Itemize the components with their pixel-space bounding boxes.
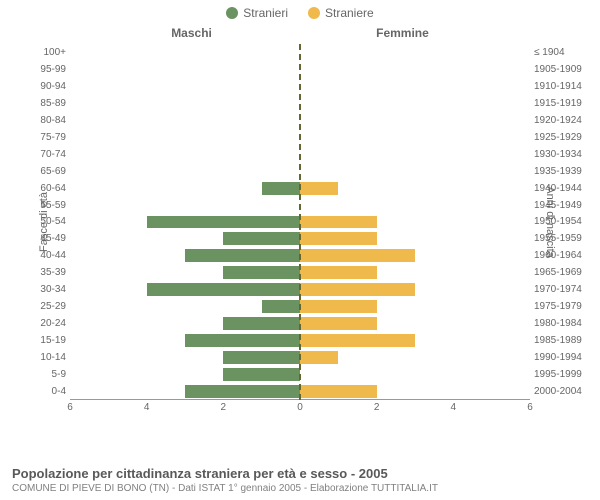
ytick-birth: 1955-1959 [534, 233, 588, 244]
legend-item-female: Straniere [308, 6, 374, 20]
bar-male [185, 249, 300, 262]
bar-female [300, 232, 377, 245]
bar-male [223, 317, 300, 330]
ytick-age: 35-39 [30, 267, 66, 278]
chart-subtitle: COMUNE DI PIEVE DI BONO (TN) - Dati ISTA… [12, 483, 588, 494]
ytick-age: 85-89 [30, 98, 66, 109]
ytick-age: 90-94 [30, 81, 66, 92]
ytick-birth: 1910-1914 [534, 81, 588, 92]
ytick-birth: 1920-1924 [534, 115, 588, 126]
ytick-birth: 1940-1944 [534, 183, 588, 194]
bar-female [300, 385, 377, 398]
ytick-age: 65-69 [30, 166, 66, 177]
bar-female [300, 317, 377, 330]
chart-title: Popolazione per cittadinanza straniera p… [12, 466, 588, 481]
legend-label-male: Stranieri [243, 6, 288, 20]
ytick-birth: 1970-1974 [534, 284, 588, 295]
ytick-age: 50-54 [30, 216, 66, 227]
bar-male [223, 368, 300, 381]
ytick-birth: 1985-1989 [534, 335, 588, 346]
pyramid-chart: Stranieri Straniere Maschi Femmine Fasce… [0, 0, 600, 500]
legend-swatch-male [226, 7, 238, 19]
ytick-birth: 1980-1984 [534, 318, 588, 329]
ytick-age: 20-24 [30, 318, 66, 329]
x-ticks: 6 4 2 0 2 4 6 [70, 402, 530, 418]
bar-female [300, 334, 415, 347]
ytick-age: 25-29 [30, 301, 66, 312]
bar-female [300, 249, 415, 262]
ytick-birth: 1995-1999 [534, 369, 588, 380]
ytick-age: 30-34 [30, 284, 66, 295]
ytick-birth: 1990-1994 [534, 352, 588, 363]
ytick-birth: 1935-1939 [534, 166, 588, 177]
ytick-age: 0-4 [30, 386, 66, 397]
ytick-age: 100+ [30, 47, 66, 58]
bar-male [147, 216, 300, 229]
legend: Stranieri Straniere [0, 0, 600, 22]
xtick: 4 [144, 402, 150, 413]
ytick-age: 10-14 [30, 352, 66, 363]
xtick: 6 [67, 402, 73, 413]
bar-male [262, 182, 300, 195]
ytick-age: 80-84 [30, 115, 66, 126]
ytick-age: 75-79 [30, 132, 66, 143]
xtick: 2 [374, 402, 380, 413]
legend-label-female: Straniere [325, 6, 374, 20]
xtick: 0 [297, 402, 303, 413]
chart-titles: Popolazione per cittadinanza straniera p… [12, 466, 588, 494]
ytick-birth: 1915-1919 [534, 98, 588, 109]
legend-item-male: Stranieri [226, 6, 288, 20]
bar-male [223, 266, 300, 279]
ytick-age: 60-64 [30, 183, 66, 194]
header-females: Femmine [376, 26, 429, 40]
plot: 6420246 100+≤ 190495-991905-190990-94191… [70, 44, 530, 400]
bar-female [300, 216, 377, 229]
bar-female [300, 351, 338, 364]
ytick-age: 95-99 [30, 64, 66, 75]
ytick-age: 15-19 [30, 335, 66, 346]
bar-male [223, 232, 300, 245]
bar-male [262, 300, 300, 313]
ytick-birth: 1925-1929 [534, 132, 588, 143]
xtick: 4 [451, 402, 457, 413]
ytick-birth: 1975-1979 [534, 301, 588, 312]
ytick-age: 45-49 [30, 233, 66, 244]
header-males: Maschi [171, 26, 212, 40]
ytick-age: 70-74 [30, 149, 66, 160]
ytick-birth: ≤ 1904 [534, 47, 588, 58]
ytick-age: 40-44 [30, 250, 66, 261]
chart-area: Maschi Femmine Fasce di età Anni di nasc… [70, 22, 530, 422]
ytick-birth: 1905-1909 [534, 64, 588, 75]
bar-male [147, 283, 300, 296]
xtick: 6 [527, 402, 533, 413]
center-line [299, 44, 301, 400]
legend-swatch-female [308, 7, 320, 19]
bar-female [300, 182, 338, 195]
xtick: 2 [221, 402, 227, 413]
ytick-birth: 1965-1969 [534, 267, 588, 278]
ytick-birth: 2000-2004 [534, 386, 588, 397]
bar-female [300, 283, 415, 296]
ytick-age: 55-59 [30, 200, 66, 211]
bar-male [185, 334, 300, 347]
bar-female [300, 266, 377, 279]
ytick-birth: 1930-1934 [534, 149, 588, 160]
ytick-birth: 1950-1954 [534, 216, 588, 227]
ytick-age: 5-9 [30, 369, 66, 380]
bar-male [185, 385, 300, 398]
bar-female [300, 300, 377, 313]
ytick-birth: 1960-1964 [534, 250, 588, 261]
ytick-birth: 1945-1949 [534, 200, 588, 211]
bar-male [223, 351, 300, 364]
